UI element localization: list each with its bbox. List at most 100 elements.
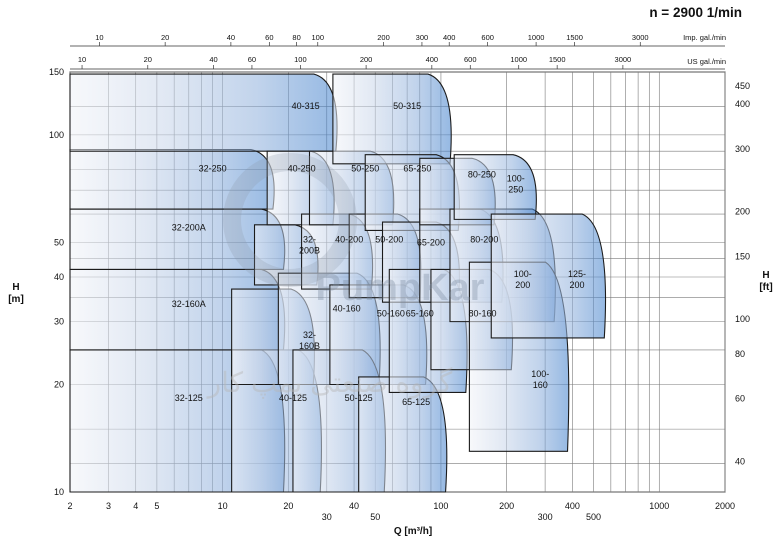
pump-zones [69,73,607,493]
x-tick-label-100: 100 [433,501,448,511]
us-gal-tick-3000: 3000 [615,55,632,64]
right-tick-label-400: 400 [735,99,750,109]
right-tick-label-60: 60 [735,393,745,403]
watermark: گروه صنعتی پمپ کار PumpKar [206,153,485,399]
imp-gal-tick-200: 200 [377,33,390,42]
zone-50-315 [332,73,452,165]
zone-label-65-250: 65-250 [403,163,431,173]
us-gal-tick-400: 400 [426,55,439,64]
zone-label-40-315: 40-315 [292,101,320,111]
x-tick-label-30: 30 [322,512,332,522]
imp-gal-tick-60: 60 [265,33,273,42]
zone-100-250 [453,154,537,220]
x-tick-label-20: 20 [283,501,293,511]
imp-gal-tick-40: 40 [227,33,235,42]
zone-label-50-125: 50-125 [345,393,373,403]
us-gal-tick-1500: 1500 [549,55,566,64]
us-gal-tick-60: 60 [248,55,256,64]
zone-40-315 [69,73,338,152]
watermark-logo: PumpKar [316,267,485,309]
zone-label-32-200A: 32-200A [172,222,206,232]
right-tick-label-200: 200 [735,207,750,217]
zone-label-32-160A: 32-160A [172,299,206,309]
x-tick-label-400: 400 [565,501,580,511]
zone-label-65-160: 65-160 [406,309,434,319]
imp-gal-tick-100: 100 [312,33,325,42]
zone-label-80-250: 80-250 [468,169,496,179]
right-tick-label-40: 40 [735,456,745,466]
ylabel-left-line-0: H [12,282,19,293]
us-gal-tick-100: 100 [294,55,307,64]
us-gal-tick-20: 20 [144,55,152,64]
zone-label-40-125: 40-125 [279,393,307,403]
ylabel-left-line-1: [m] [8,294,24,305]
zone-label-40-160: 40-160 [333,304,361,314]
y-tick-label-10: 10 [54,487,64,497]
x-tick-label-300: 300 [538,512,553,522]
zone-label-125-200: 125-200 [568,269,586,290]
y-tick-label-30: 30 [54,317,64,327]
us-gal-tick-10: 10 [78,55,86,64]
zone-label-100-200: 100-200 [514,269,532,290]
y-tick-label-100: 100 [49,130,64,140]
ylabel-right-line-0: H [762,270,769,281]
imp-gal-tick-1000: 1000 [528,33,545,42]
watermark-text: گروه صنعتی پمپ کار [206,366,453,399]
zone-label-50-250: 50-250 [351,163,379,173]
imp-gal-tick-20: 20 [161,33,169,42]
right-tick-label-150: 150 [735,251,750,261]
y-tick-label-50: 50 [54,237,64,247]
imp-gal-tick-400: 400 [443,33,456,42]
x-tick-label-2000: 2000 [715,501,735,511]
zone-label-32-160B: 32-160B [299,330,320,351]
zone-label-80-160: 80-160 [468,309,496,319]
us-gal-axis-title: US gal./min [687,57,726,66]
imp-gal-tick-80: 80 [292,33,300,42]
x-tick-label-1000: 1000 [649,501,669,511]
zone-label-40-200: 40-200 [335,234,363,244]
us-gal-tick-200: 200 [360,55,373,64]
zone-label-50-160: 50-160 [377,309,405,319]
x-tick-label-4: 4 [133,501,138,511]
axes: 2 3 4 5 10 20 30 40 50 100 200 300 400 500 1000 2000 10 2… [49,33,750,522]
x-tick-label-5: 5 [154,501,159,511]
x-axis-title: Q [m³/h] [394,526,432,537]
zone-label-65-125: 65-125 [402,397,430,407]
zone-label-100-160: 100-160 [531,369,549,390]
y-axis-title-right: H [ft] [759,270,772,293]
imp-gal-tick-300: 300 [416,33,429,42]
x-tick-label-500: 500 [586,512,601,522]
zone-125-200 [490,213,607,339]
imp-gal-tick-10: 10 [95,33,103,42]
x-tick-label-200: 200 [499,501,514,511]
imp-gal-tick-600: 600 [481,33,494,42]
imp-gal-tick-3000: 3000 [632,33,649,42]
x-tick-label-50: 50 [370,512,380,522]
zone-labels: 32-125 40-125 50-125 65-125 32-160A 32-160B 40… [172,101,586,407]
zone-label-50-200: 50-200 [375,234,403,244]
us-gal-tick-1000: 1000 [510,55,527,64]
right-tick-label-450: 450 [735,81,750,91]
zone-label-50-315: 50-315 [393,101,421,111]
x-tick-label-3: 3 [106,501,111,511]
zone-label-100-250: 100-250 [507,174,525,195]
right-tick-label-300: 300 [735,144,750,154]
right-tick-label-100: 100 [735,314,750,324]
right-tick-label-80: 80 [735,349,745,359]
us-gal-tick-40: 40 [209,55,217,64]
watermark-logo-mark [223,153,357,287]
imp-gal-tick-1500: 1500 [566,33,583,42]
x-tick-label-10: 10 [218,501,228,511]
ylabel-right-line-1: [ft] [759,282,772,293]
x-tick-label-40: 40 [349,501,359,511]
zone-label-32-200B: 32-200B [299,234,320,255]
y-tick-label-20: 20 [54,379,64,389]
y-tick-label-150: 150 [49,67,64,77]
chart-title: n = 2900 1/min [649,5,742,20]
zone-label-80-200: 80-200 [470,234,498,244]
y-axis-title-left: H [m] [8,282,24,305]
zone-label-40-250: 40-250 [288,163,316,173]
us-gal-tick-600: 600 [464,55,477,64]
